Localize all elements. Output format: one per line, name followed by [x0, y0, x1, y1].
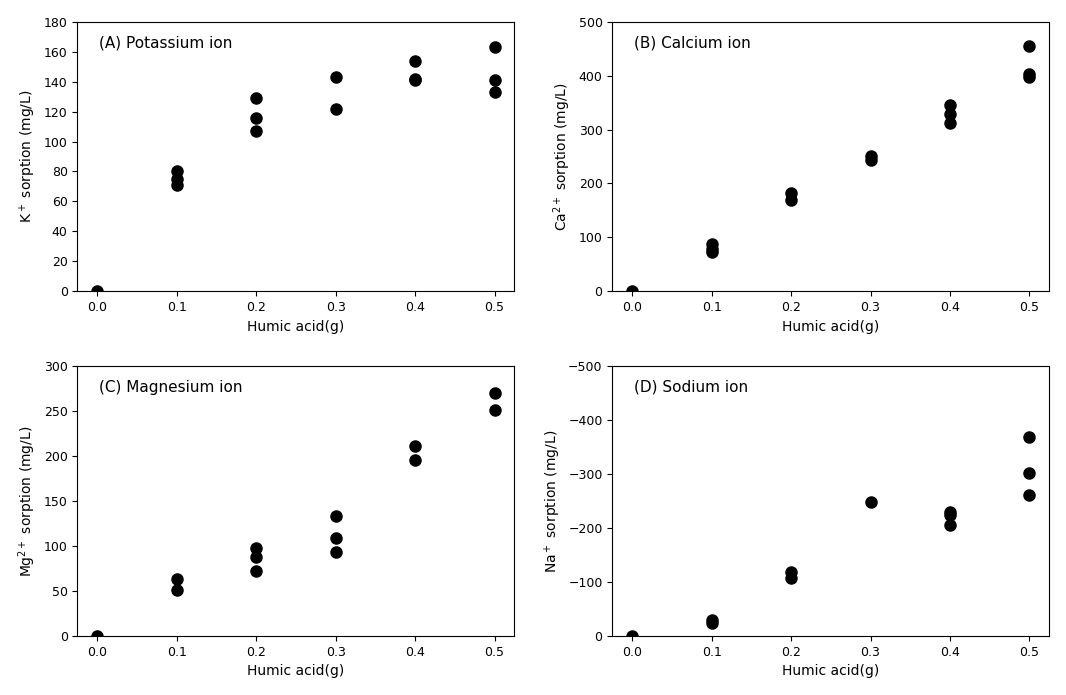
Point	[941, 117, 958, 129]
Point	[327, 547, 344, 558]
Point	[168, 166, 185, 177]
Point	[168, 174, 185, 185]
X-axis label: Humic acid(g): Humic acid(g)	[247, 320, 344, 334]
Point	[704, 614, 721, 626]
Point	[486, 388, 503, 399]
Point	[247, 92, 264, 104]
X-axis label: Humic acid(g): Humic acid(g)	[782, 664, 879, 678]
Point	[782, 567, 800, 578]
Point	[88, 286, 106, 297]
Y-axis label: Mg$^{2+}$ sorption (mg/L): Mg$^{2+}$ sorption (mg/L)	[17, 425, 38, 577]
X-axis label: Humic acid(g): Humic acid(g)	[247, 664, 344, 678]
Point	[486, 86, 503, 97]
Point	[1021, 72, 1038, 83]
Point	[168, 179, 185, 190]
Point	[1021, 431, 1038, 442]
Y-axis label: K$^+$ sorption (mg/L): K$^+$ sorption (mg/L)	[18, 90, 38, 223]
Point	[1021, 40, 1038, 51]
Point	[88, 630, 106, 641]
Point	[941, 109, 958, 120]
Point	[862, 155, 879, 166]
Point	[704, 244, 721, 255]
Point	[862, 497, 879, 508]
Point	[782, 572, 800, 583]
Point	[486, 405, 503, 416]
Point	[168, 573, 185, 584]
Point	[624, 286, 641, 297]
Text: (C) Magnesium ion: (C) Magnesium ion	[99, 380, 243, 395]
Point	[1021, 489, 1038, 500]
Point	[327, 103, 344, 114]
Point	[624, 630, 641, 641]
Point	[704, 247, 721, 258]
Point	[486, 74, 503, 85]
Point	[406, 441, 423, 452]
Point	[704, 238, 721, 250]
X-axis label: Humic acid(g): Humic acid(g)	[782, 320, 879, 334]
Point	[941, 520, 958, 531]
Point	[941, 507, 958, 518]
Point	[247, 551, 264, 562]
Point	[486, 42, 503, 53]
Point	[327, 532, 344, 543]
Text: (B) Calcium ion: (B) Calcium ion	[634, 35, 750, 50]
Point	[247, 126, 264, 137]
Point	[704, 617, 721, 628]
Text: (A) Potassium ion: (A) Potassium ion	[99, 35, 232, 50]
Text: (D) Sodium ion: (D) Sodium ion	[634, 380, 748, 395]
Point	[1021, 468, 1038, 479]
Point	[406, 74, 423, 85]
Point	[1021, 68, 1038, 79]
Point	[247, 112, 264, 123]
Point	[941, 99, 958, 111]
Point	[406, 455, 423, 466]
Y-axis label: Ca$^{2+}$ sorption (mg/L): Ca$^{2+}$ sorption (mg/L)	[551, 82, 574, 231]
Point	[168, 584, 185, 596]
Point	[782, 194, 800, 205]
Point	[941, 509, 958, 521]
Point	[327, 72, 344, 83]
Point	[406, 73, 423, 84]
Point	[247, 542, 264, 553]
Point	[782, 187, 800, 198]
Point	[327, 510, 344, 521]
Point	[247, 566, 264, 577]
Point	[406, 55, 423, 66]
Y-axis label: Na$^+$ sorption (mg/L): Na$^+$ sorption (mg/L)	[543, 430, 563, 573]
Point	[862, 150, 879, 161]
